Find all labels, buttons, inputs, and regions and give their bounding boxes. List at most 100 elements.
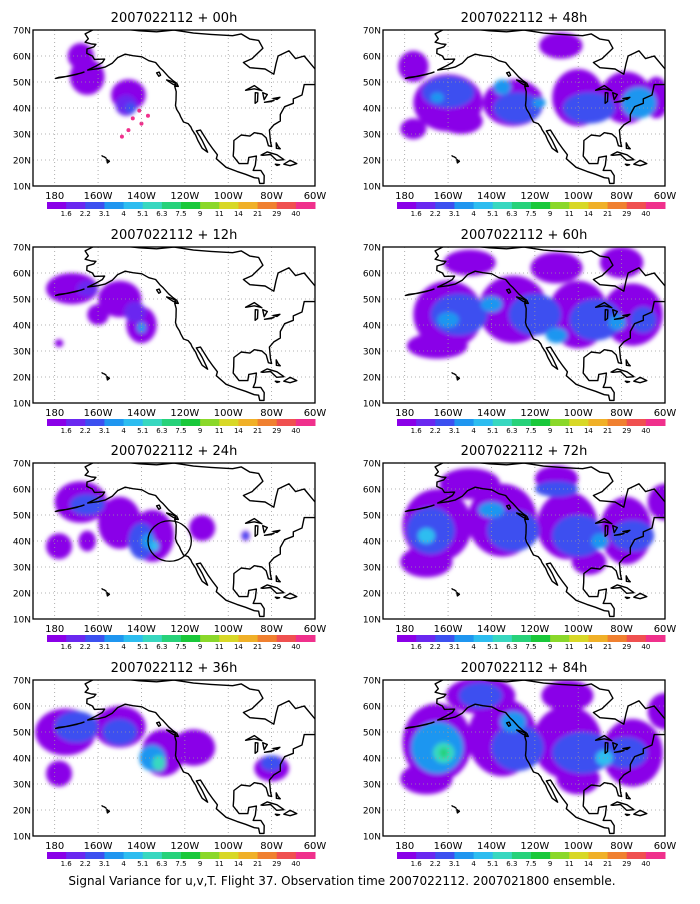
colorbar-swatch <box>511 635 532 642</box>
variance-region <box>417 528 436 544</box>
colorbar-swatch <box>454 635 475 642</box>
variance-region <box>152 755 166 771</box>
colorbar-swatch <box>435 202 455 209</box>
colorbar-label: 7.5 <box>525 860 536 868</box>
colorbar-label: 21 <box>603 643 612 651</box>
colorbar-swatch <box>142 635 163 642</box>
lat-tick-label: 60N <box>13 53 31 63</box>
lat-tick-label: 40N <box>13 322 31 332</box>
colorbar-swatch <box>66 202 86 209</box>
colorbar-label: 2.2 <box>430 427 441 435</box>
colorbar-swatch <box>473 852 494 859</box>
colorbar-label: 11 <box>565 427 574 435</box>
colorbar-swatch <box>626 419 647 426</box>
colorbar-swatch <box>454 419 475 426</box>
colorbar-label: 9 <box>548 427 552 435</box>
colorbar-label: 1.6 <box>61 643 73 651</box>
lon-tick-label: 140W <box>127 408 156 419</box>
colorbar-swatch <box>626 852 647 859</box>
colorbar-label: 40 <box>641 210 650 218</box>
colorbar-label: 1.6 <box>411 643 423 651</box>
colorbar-label: 40 <box>291 427 300 435</box>
lat-tick-label: 50N <box>13 79 31 89</box>
colorbar-swatch <box>416 419 436 426</box>
lat-tick-label: 60N <box>363 703 381 713</box>
colorbar-label: 9 <box>548 860 552 868</box>
coastline <box>54 30 315 185</box>
colorbar-label: 2.2 <box>80 643 91 651</box>
colorbar-label: 4 <box>121 210 126 218</box>
lon-tick-label: 160W <box>434 624 463 635</box>
colorbar-label: 1.6 <box>61 210 73 218</box>
lat-tick-label: 10N <box>363 183 381 193</box>
colorbar-label: 21 <box>253 643 262 651</box>
colorbar-label: 14 <box>584 860 593 868</box>
map-frame <box>32 679 316 837</box>
colorbar-swatch <box>257 635 278 642</box>
colorbar-swatch <box>142 419 163 426</box>
lat-tick-label: 30N <box>13 131 31 141</box>
colorbar-swatch <box>200 202 220 209</box>
variance-region <box>530 252 583 284</box>
panel-title: 2007022112 + 24h <box>111 444 238 459</box>
variance-region <box>595 750 613 766</box>
lat-tick-label: 40N <box>363 322 381 332</box>
colorbar-label: 2.2 <box>80 860 91 868</box>
map-panel: 2007022112 + 24h 70N 60N 50N 40N 30N 20N 10N 180… <box>13 444 327 651</box>
colorbar-swatch <box>588 852 609 859</box>
colorbar-label: 5.1 <box>137 643 148 651</box>
lat-tick-label: 70N <box>13 27 31 37</box>
colorbar-swatch <box>492 419 513 426</box>
variance-dot <box>126 128 131 133</box>
lat-tick-label: 70N <box>13 460 31 470</box>
variance-region <box>541 680 594 712</box>
colorbar-swatch <box>492 852 513 859</box>
lon-tick-label: 80W <box>610 191 633 202</box>
variance-region <box>398 50 429 82</box>
colorbar-swatch <box>454 202 475 209</box>
colorbar-swatch <box>550 419 570 426</box>
lat-tick-label: 10N <box>363 833 381 843</box>
map-panel: 2007022112 + 48h 70N 60N 50N 40N 30N 20N 10N 180… <box>363 11 677 218</box>
variance-field <box>398 32 665 140</box>
coastline <box>54 247 315 402</box>
colorbar-label: 5.1 <box>487 427 498 435</box>
colorbar-swatch <box>416 202 436 209</box>
map-frame <box>32 29 316 187</box>
colorbar-label: 1.6 <box>61 427 73 435</box>
graticule <box>33 247 316 403</box>
colorbar-label: 2.2 <box>80 427 91 435</box>
lon-tick-label: 180 <box>395 841 414 852</box>
colorbar-swatch <box>511 852 532 859</box>
colorbar-swatch <box>550 852 570 859</box>
coastline <box>404 463 665 618</box>
colorbar-label: 2.2 <box>430 860 441 868</box>
colorbar-swatch <box>397 419 417 426</box>
colorbar-label: 9 <box>548 643 552 651</box>
variance-dot <box>145 113 150 118</box>
panel-title: 2007022112 + 00h <box>111 11 238 26</box>
colorbar-swatch <box>397 635 417 642</box>
colorbar-label: 29 <box>272 860 281 868</box>
lon-tick-label: 80W <box>260 408 283 419</box>
variance-region <box>458 682 503 709</box>
colorbar-label: 7.5 <box>175 210 186 218</box>
lon-tick-label: 80W <box>260 624 283 635</box>
variance-region <box>439 468 501 500</box>
lat-tick-label: 30N <box>363 564 381 574</box>
colorbar-swatch <box>123 202 144 209</box>
colorbar-swatch <box>531 202 551 209</box>
colorbar: 1.6 2.2 3.1 4 5.1 6.3 7.5 9 11 14 21 29 40 <box>397 635 666 651</box>
colorbar-swatch <box>416 852 436 859</box>
variance-region <box>493 79 511 95</box>
lon-tick-label: 120W <box>520 841 549 852</box>
colorbar-label: 40 <box>291 860 300 868</box>
colorbar-label: 21 <box>603 860 612 868</box>
colorbar-swatch <box>85 202 105 209</box>
colorbar-swatch <box>511 419 532 426</box>
lon-tick-label: 60W <box>304 624 327 635</box>
colorbar-label: 7.5 <box>525 643 536 651</box>
colorbar-swatch <box>181 852 201 859</box>
coastline <box>404 680 665 835</box>
lat-tick-label: 40N <box>363 538 381 548</box>
